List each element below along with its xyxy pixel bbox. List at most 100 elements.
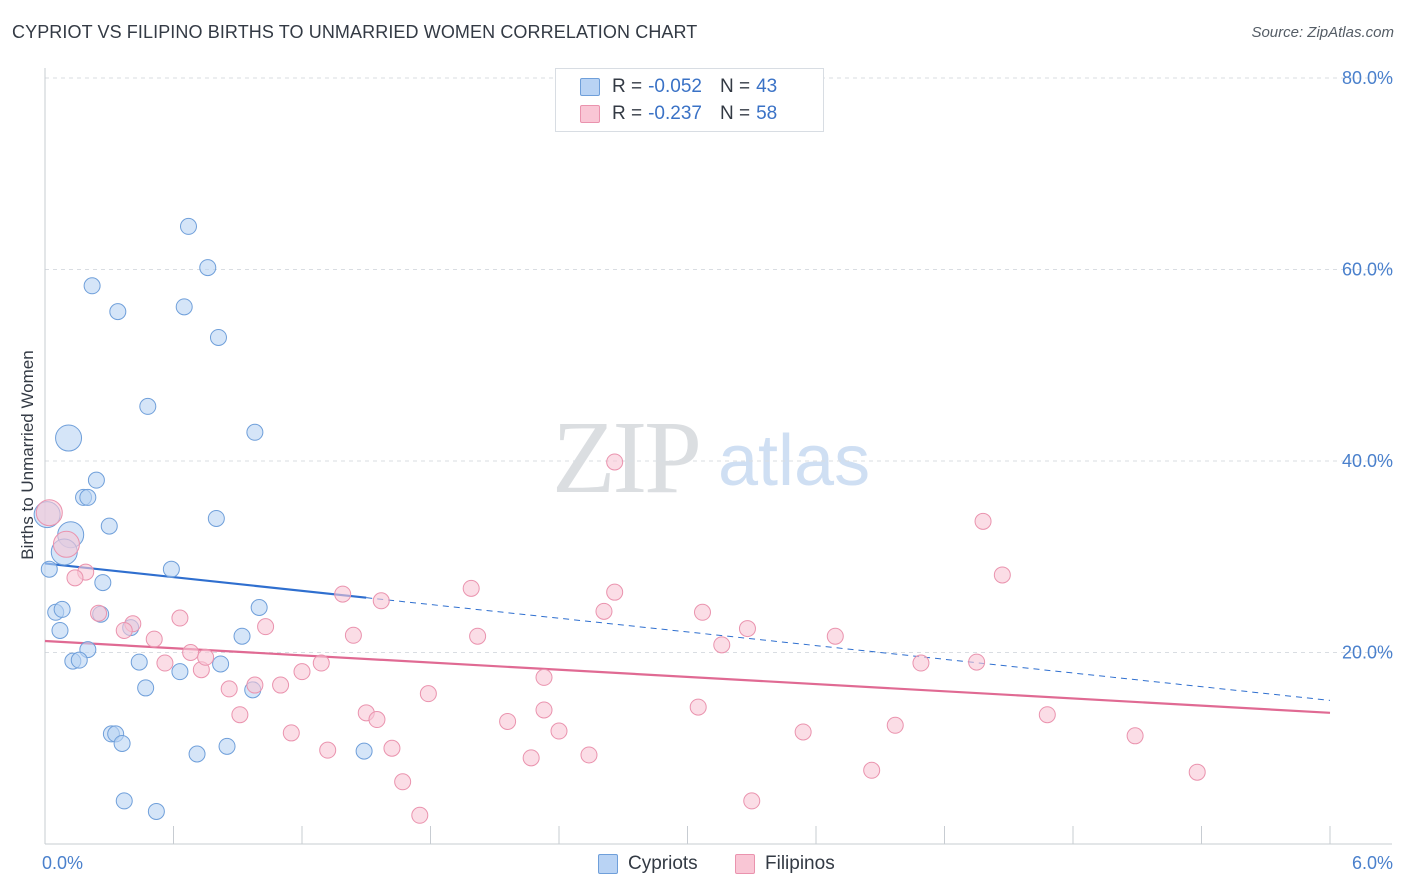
- cypriot-point: [94, 574, 112, 592]
- cypriot-point: [109, 303, 127, 321]
- filipino-point: [419, 685, 437, 703]
- filipino-point: [115, 621, 133, 639]
- filipino-point: [462, 579, 480, 597]
- x-tick-label: 0.0%: [42, 853, 83, 873]
- filipinos-swatch: [580, 105, 600, 123]
- filipino-point: [693, 603, 711, 621]
- cypriot-point: [188, 745, 206, 763]
- cypriots-r-value: -0.052: [648, 76, 702, 97]
- cypriot-point: [79, 488, 97, 506]
- filipino-point: [738, 620, 756, 638]
- cypriot-point: [139, 397, 157, 415]
- cypriot-point: [113, 734, 131, 752]
- filipino-point: [974, 512, 992, 530]
- filipino-point: [344, 626, 362, 644]
- filipino-point: [595, 602, 613, 620]
- filipino-point: [912, 654, 930, 672]
- filipino-point: [52, 530, 80, 558]
- filipino-point: [606, 583, 624, 601]
- filipino-point: [713, 636, 731, 654]
- cypriot-point: [53, 600, 71, 618]
- filipino-point: [312, 654, 330, 672]
- legend-r-label: R =: [612, 76, 643, 97]
- cypriots-swatch: [580, 78, 600, 96]
- legend-item-filipinos[interactable]: Filipinos: [735, 852, 835, 876]
- filipino-point: [282, 724, 300, 742]
- filipino-point: [743, 792, 761, 810]
- cypriot-point: [51, 621, 69, 639]
- filipino-point: [886, 716, 904, 734]
- filipino-point: [182, 644, 200, 661]
- filipino-point: [606, 453, 624, 471]
- filipino-point: [469, 627, 487, 645]
- cypriots-n-value: 43: [756, 76, 778, 97]
- cypriot-point: [40, 560, 58, 578]
- filipino-point: [66, 569, 84, 587]
- filipino-point: [171, 609, 189, 627]
- filipino-point: [394, 773, 412, 791]
- filipinos-n-value: 58: [756, 103, 778, 124]
- filipino-point: [293, 663, 311, 681]
- cypriot-point: [137, 679, 155, 697]
- filipino-point: [145, 630, 163, 648]
- cypriot-point: [218, 737, 236, 755]
- x-tick-label: 6.0%: [1352, 853, 1393, 873]
- cypriots-trend-line: [44, 562, 367, 599]
- filipino-point: [826, 627, 844, 645]
- filipino-point: [220, 680, 238, 698]
- filipinos-legend-label: Filipinos: [765, 853, 835, 874]
- cypriot-point: [147, 802, 165, 820]
- cypriot-point: [199, 259, 217, 277]
- filipino-point: [535, 668, 553, 686]
- filipino-point: [368, 711, 386, 729]
- legend-item-cypriots[interactable]: Cypriots: [598, 852, 698, 876]
- filipino-point: [1126, 727, 1144, 745]
- axis-layer: [44, 68, 1392, 845]
- cypriot-point: [233, 627, 251, 645]
- filipino-point: [411, 806, 429, 824]
- cypriot-point: [100, 517, 118, 535]
- cypriots-legend-swatch: [598, 854, 618, 874]
- filipino-point: [334, 585, 352, 603]
- cypriot-point: [212, 655, 230, 673]
- filipino-point: [550, 722, 568, 740]
- filipino-point: [993, 566, 1011, 584]
- filipino-point: [968, 653, 986, 671]
- y-tick-label: 80.0%: [1342, 68, 1393, 88]
- cypriot-point: [171, 663, 189, 681]
- cypriot-point: [130, 653, 148, 671]
- filipino-point: [522, 749, 540, 767]
- legend-row-filipinos: R = -0.237 N = 58: [580, 102, 777, 126]
- filipino-point: [383, 739, 401, 757]
- filipino-point: [156, 654, 174, 672]
- filipino-point: [257, 618, 275, 636]
- filipino-point: [689, 698, 707, 716]
- legend-n-label: N =: [719, 76, 751, 97]
- filipino-point: [863, 761, 881, 779]
- source-label: Source: ZipAtlas.com: [1251, 24, 1394, 41]
- cypriot-point: [70, 651, 88, 669]
- filipino-point: [231, 706, 249, 724]
- filipino-point: [372, 592, 390, 610]
- trend-layer: [44, 562, 1331, 714]
- filipino-point: [246, 676, 264, 694]
- grid-layer: [45, 77, 1392, 653]
- chart-title: CYPRIOT VS FILIPINO BIRTHS TO UNMARRIED …: [12, 22, 698, 42]
- cypriot-point: [87, 471, 105, 489]
- watermark-zip: ZIP: [552, 400, 702, 515]
- legend-n-label: N =: [719, 103, 751, 124]
- y-tick-label: 40.0%: [1342, 451, 1393, 471]
- filipino-point: [580, 746, 598, 764]
- filipino-point: [794, 723, 812, 741]
- cypriot-point: [355, 742, 373, 760]
- cypriot-point: [250, 598, 268, 616]
- filipino-point: [272, 676, 290, 694]
- filipino-point: [1038, 706, 1056, 724]
- cypriot-point: [175, 298, 193, 316]
- filipinos-trend-line: [44, 639, 1331, 714]
- cypriot-point: [162, 560, 180, 578]
- point-layer: [33, 217, 1206, 824]
- filipino-point: [319, 741, 337, 759]
- legend-row-cypriots: R = -0.052 N = 43: [580, 75, 777, 99]
